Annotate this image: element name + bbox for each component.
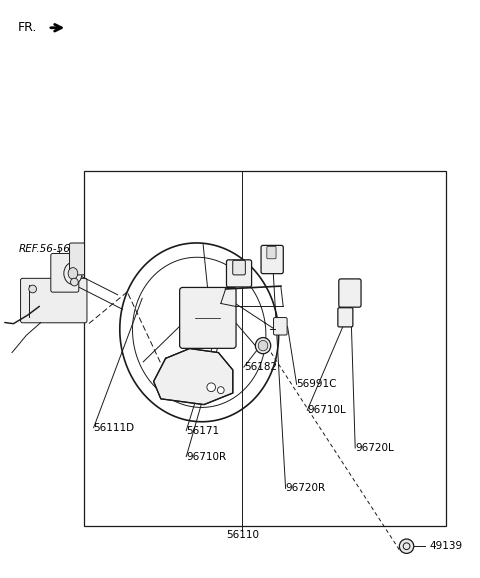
Text: 49139: 49139 bbox=[430, 541, 463, 551]
Polygon shape bbox=[154, 349, 233, 405]
Text: 96710L: 96710L bbox=[307, 405, 346, 416]
FancyBboxPatch shape bbox=[267, 246, 276, 259]
Text: 56111D: 56111D bbox=[94, 423, 135, 433]
Text: 56182: 56182 bbox=[244, 362, 277, 372]
Ellipse shape bbox=[68, 268, 78, 279]
FancyBboxPatch shape bbox=[70, 243, 84, 275]
Ellipse shape bbox=[258, 340, 268, 351]
Ellipse shape bbox=[207, 383, 216, 392]
FancyBboxPatch shape bbox=[227, 260, 252, 287]
Circle shape bbox=[399, 539, 414, 553]
Text: REF.56-563: REF.56-563 bbox=[18, 243, 77, 254]
Circle shape bbox=[71, 278, 78, 286]
Text: 96710R: 96710R bbox=[186, 451, 227, 462]
FancyBboxPatch shape bbox=[51, 254, 79, 292]
FancyBboxPatch shape bbox=[180, 287, 236, 349]
Ellipse shape bbox=[255, 338, 271, 354]
Bar bbox=[84, 171, 446, 526]
FancyBboxPatch shape bbox=[21, 279, 87, 323]
FancyBboxPatch shape bbox=[233, 260, 245, 275]
FancyBboxPatch shape bbox=[339, 279, 361, 307]
Text: FR.: FR. bbox=[18, 21, 37, 34]
FancyBboxPatch shape bbox=[261, 246, 283, 273]
Text: 56991C: 56991C bbox=[297, 379, 337, 390]
Circle shape bbox=[29, 285, 36, 293]
Text: 56171: 56171 bbox=[186, 425, 219, 436]
Ellipse shape bbox=[217, 387, 224, 394]
Text: 96720R: 96720R bbox=[286, 483, 326, 494]
FancyBboxPatch shape bbox=[274, 317, 287, 335]
Text: 96720L: 96720L bbox=[355, 443, 394, 453]
Text: 56110: 56110 bbox=[226, 529, 259, 540]
FancyBboxPatch shape bbox=[338, 307, 353, 327]
Ellipse shape bbox=[64, 262, 82, 284]
